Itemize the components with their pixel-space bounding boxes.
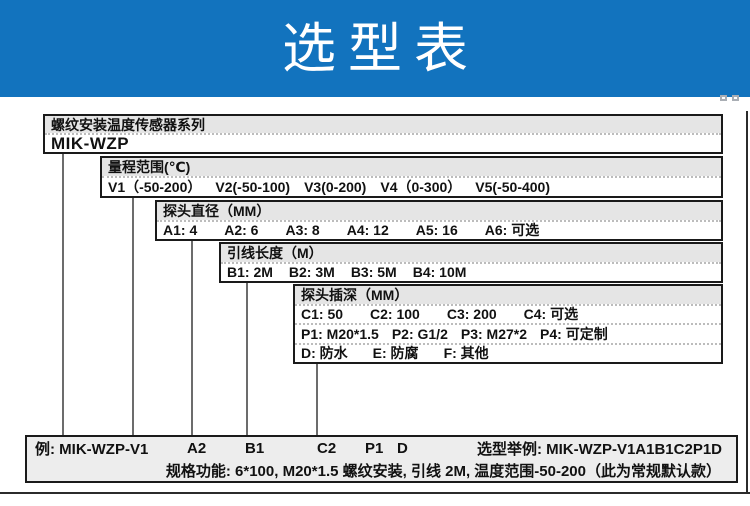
level-options-protection: D: 防水 E: 防腐 F: 其他: [295, 342, 721, 363]
level-options-lead-length: B1: 2M B2: 3M B3: 5M B4: 10M: [221, 261, 721, 282]
option-diameter-a1: A1: 4: [163, 222, 198, 239]
option-range-v4: V4（0-300）: [380, 179, 462, 195]
level-box-insertion-depth: 探头插深（MM） C1: 50 C2: 100 C3: 200 C4: 可选 P…: [293, 284, 723, 364]
series-box: 螺纹安装温度传感器系列 MIK-WZP: [43, 114, 723, 154]
option-depth-c3: C3: 200: [446, 306, 497, 323]
watermark-fragment-icon: [732, 95, 739, 101]
option-protection-d: D: 防水: [301, 345, 348, 362]
level-box-range: 量程范围(℃) V1（-50-200） V2(-50-100) V3(0-200…: [100, 156, 723, 198]
option-range-v2: V2(-50-100): [215, 179, 291, 195]
option-diameter-a5: A5: 16: [415, 222, 458, 239]
series-model: MIK-WZP: [45, 133, 721, 152]
page-title: 选型表: [282, 18, 480, 79]
option-diameter-a6: A6: 可选: [484, 222, 540, 239]
option-depth-c4: C4: 可选: [523, 306, 579, 323]
level-options-depth: C1: 50 C2: 100 C3: 200 C4: 可选: [295, 303, 721, 324]
level-options-range: V1（-50-200） V2(-50-100) V3(0-200) V4（0-3…: [102, 176, 721, 196]
option-range-v3: V3(0-200): [304, 179, 367, 195]
example-segment-model: 例: MIK-WZP-V1: [35, 440, 149, 458]
level-header-lead-length: 引线长度（M）: [221, 244, 721, 262]
example-segment-c: C2: [317, 439, 337, 457]
level-box-diameter: 探头直径（MM） A1: 4 A2: 6 A3: 8 A4: 12 A5: 16…: [155, 200, 723, 241]
option-length-b1: B1: 2M: [227, 264, 273, 281]
option-length-b3: B3: 5M: [350, 264, 397, 281]
option-thread-p2: P2: G1/2: [391, 325, 448, 342]
option-protection-e: E: 防腐: [372, 345, 419, 362]
connector-line-insertion-depth: [316, 364, 318, 435]
example-segment-b: B1: [245, 439, 265, 457]
outer-frame-bottom: [0, 492, 750, 494]
outer-frame-right: [746, 111, 748, 494]
level-box-lead-length: 引线长度（M） B1: 2M B2: 3M B3: 5M B4: 10M: [219, 242, 723, 283]
level-header-diameter: 探头直径（MM）: [157, 202, 721, 220]
example-code-row: 例: MIK-WZP-V1 A2 B1 C2 P1 D 选型举例: MIK-WZ…: [27, 437, 736, 459]
level-header-range: 量程范围(℃): [102, 158, 721, 176]
option-diameter-a4: A4: 12: [346, 222, 389, 239]
option-range-v5: V5(-50-400): [475, 179, 550, 195]
watermark-fragment-icon: [720, 95, 727, 101]
example-segment-p: P1: [365, 439, 384, 457]
option-length-b2: B2: 3M: [288, 264, 335, 281]
connector-line-lead-length: [246, 283, 248, 435]
option-range-v1: V1（-50-200）: [108, 179, 202, 195]
option-thread-p1: P1: M20*1.5: [301, 325, 379, 342]
connector-line-diameter: [191, 241, 193, 435]
option-diameter-a3: A3: 8: [285, 222, 320, 239]
level-options-thread: P1: M20*1.5 P2: G1/2 P3: M27*2 P4: 可定制: [295, 323, 721, 343]
series-title: 螺纹安装温度传感器系列: [45, 116, 721, 133]
option-depth-c2: C2: 100: [370, 306, 420, 323]
option-diameter-a2: A2: 6: [224, 222, 259, 239]
example-segment-a: A2: [187, 439, 207, 457]
connector-line-series: [62, 154, 64, 435]
selection-example: 选型举例: MIK-WZP-V1A1B1C2P1D: [476, 440, 722, 458]
option-thread-p4: P4: 可定制: [540, 325, 608, 342]
option-protection-f: F: 其他: [443, 345, 489, 362]
level-options-diameter: A1: 4 A2: 6 A3: 8 A4: 12 A5: 16 A6: 可选: [157, 219, 721, 240]
example-segment-d: D: [397, 439, 408, 457]
title-banner: 选型表: [0, 0, 750, 97]
connector-line-range: [132, 198, 134, 435]
spec-line: 规格功能: 6*100, M20*1.5 螺纹安装, 引线 2M, 温度范围-5…: [165, 462, 721, 480]
option-length-b4: B4: 10M: [412, 264, 467, 281]
level-header-insertion-depth: 探头插深（MM）: [295, 286, 721, 304]
option-depth-c1: C1: 50: [301, 306, 344, 323]
option-thread-p3: P3: M27*2: [460, 325, 528, 342]
example-box: 例: MIK-WZP-V1 A2 B1 C2 P1 D 选型举例: MIK-WZ…: [25, 435, 738, 483]
